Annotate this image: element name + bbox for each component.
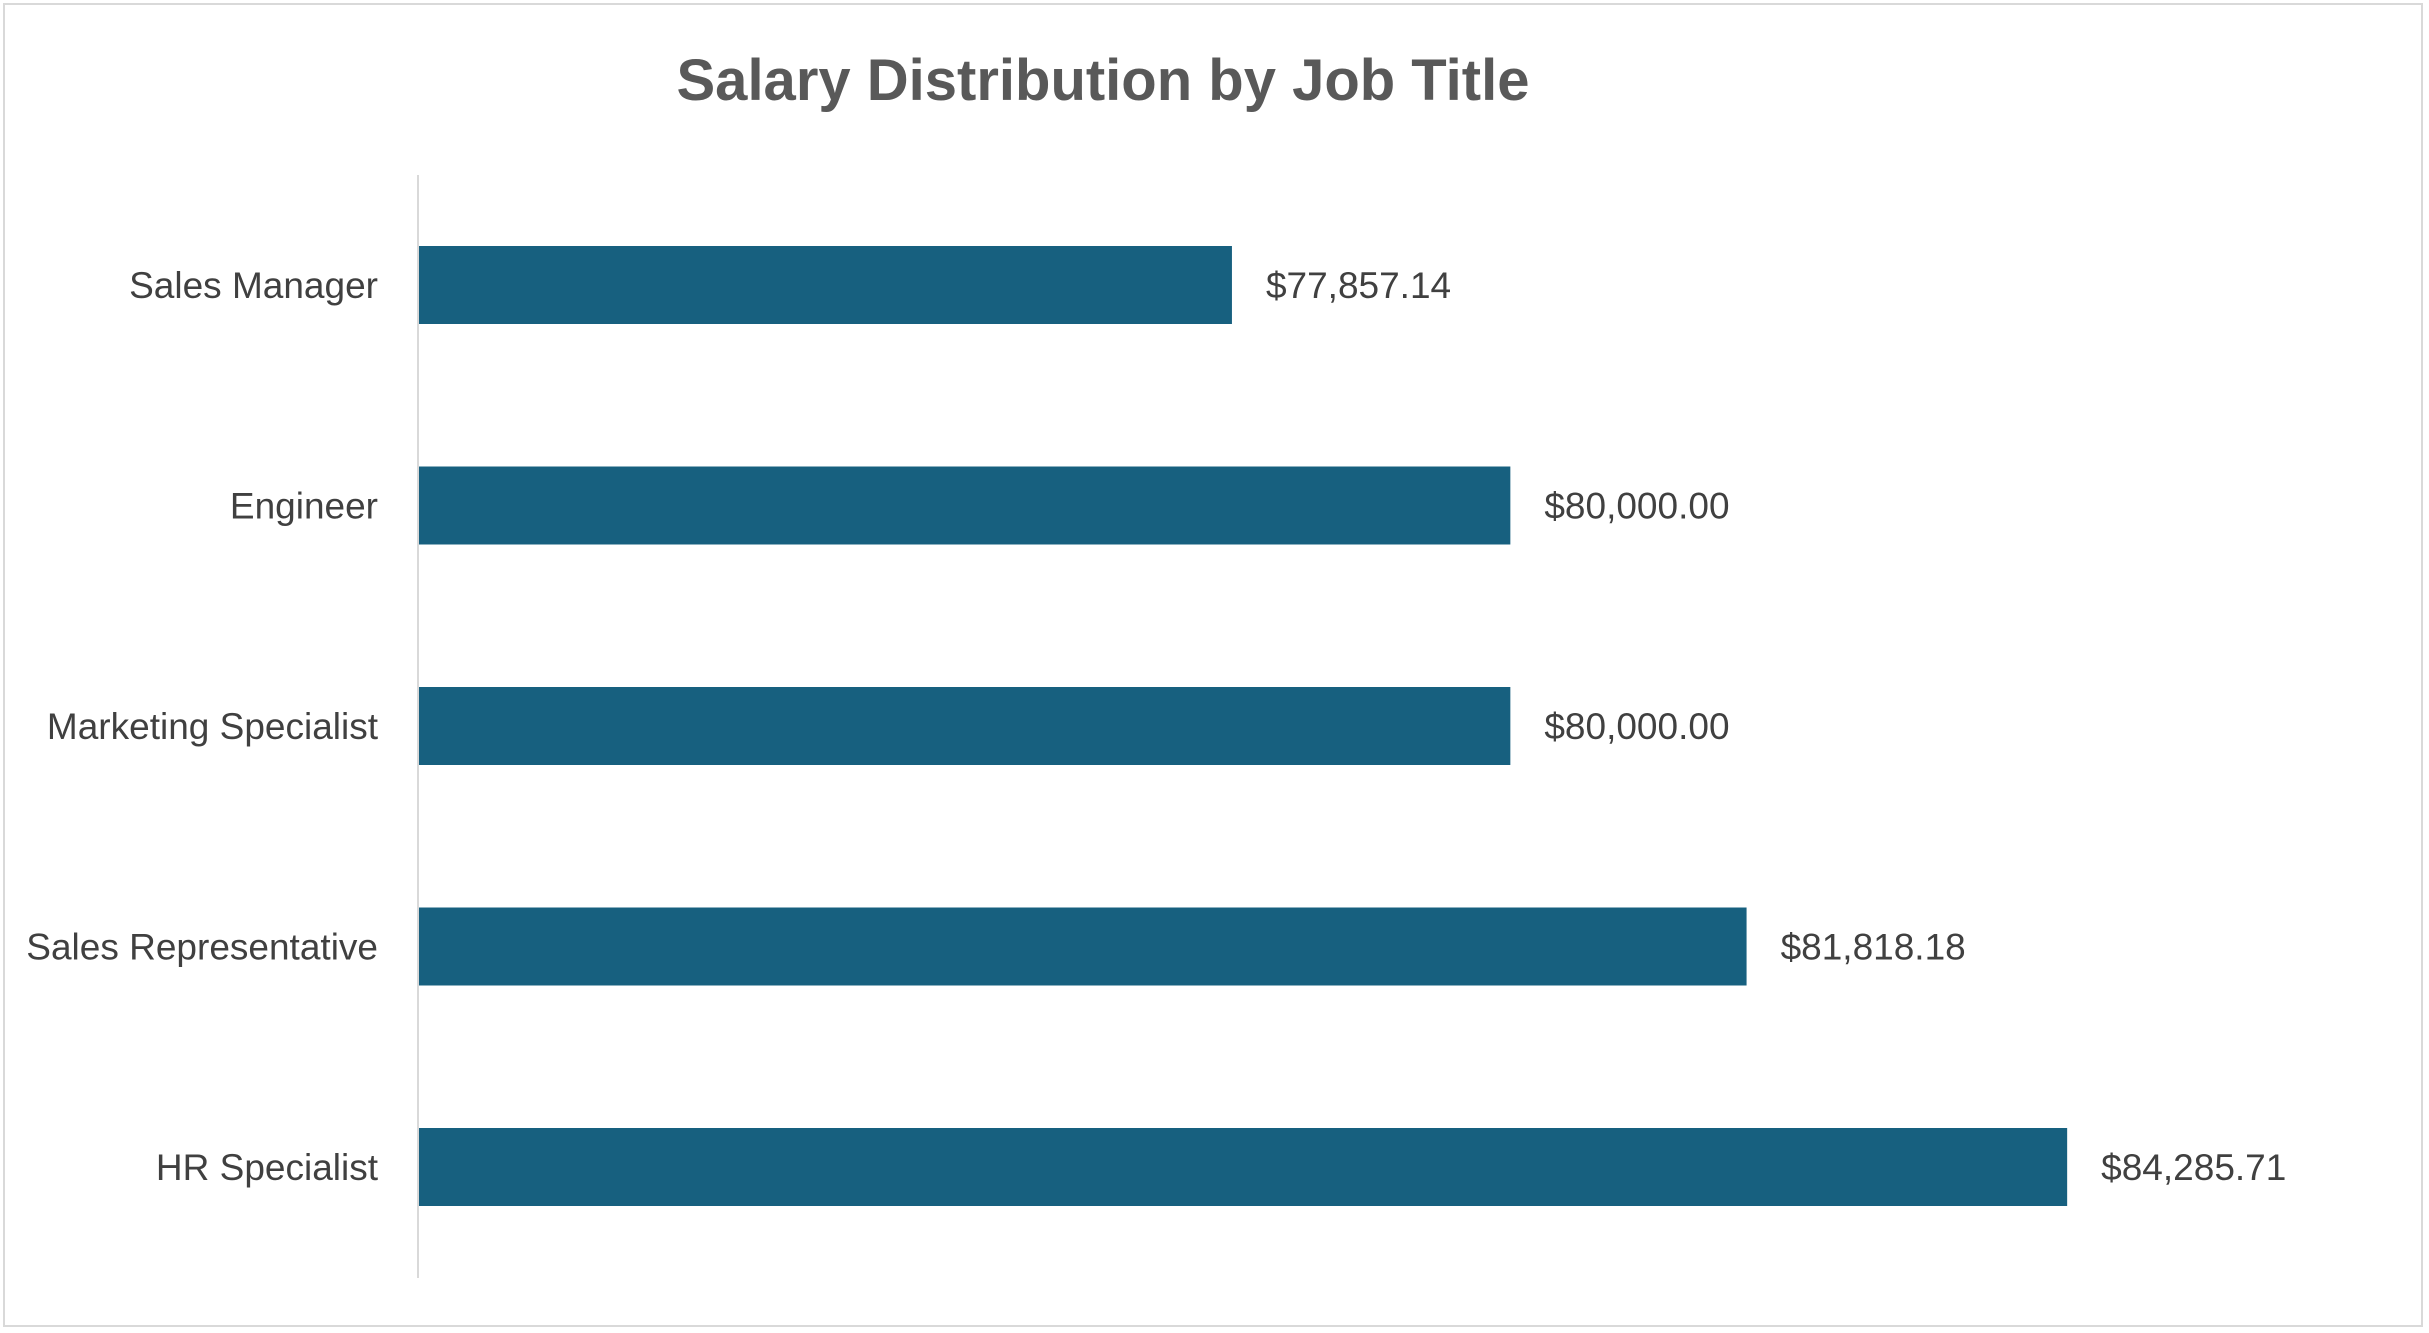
bar-engineer <box>419 466 1511 545</box>
chart-area <box>3 3 2423 1327</box>
category-label-sales-manager: Sales Manager <box>129 265 378 306</box>
bar-hr-specialist <box>419 1128 2068 1206</box>
bar-sales-manager <box>419 246 1232 324</box>
category-label-hr-specialist: HR Specialist <box>156 1147 379 1188</box>
data-label-marketing-specialist: $80,000.00 <box>1544 706 1729 747</box>
category-label-marketing-specialist: Marketing Specialist <box>47 706 379 747</box>
bars-group <box>419 246 2068 1206</box>
data-labels: $77,857.14 $80,000.00 $80,000.00 $81,818.18… <box>1266 265 2286 1188</box>
data-label-sales-manager: $77,857.14 <box>1266 265 1451 306</box>
chart-title: Salary Distribution by Job Title <box>677 48 1530 113</box>
data-label-engineer: $80,000.00 <box>1544 486 1729 527</box>
category-label-sales-representative: Sales Representative <box>26 927 378 968</box>
category-label-engineer: Engineer <box>230 486 378 527</box>
bar-marketing-specialist <box>419 687 1511 765</box>
bar-sales-representative <box>419 907 1747 986</box>
category-labels: Sales Manager Engineer Marketing Specialis… <box>26 265 378 1188</box>
data-label-hr-specialist: $84,285.71 <box>2101 1147 2286 1188</box>
data-label-sales-representative: $81,818.18 <box>1781 927 1966 968</box>
